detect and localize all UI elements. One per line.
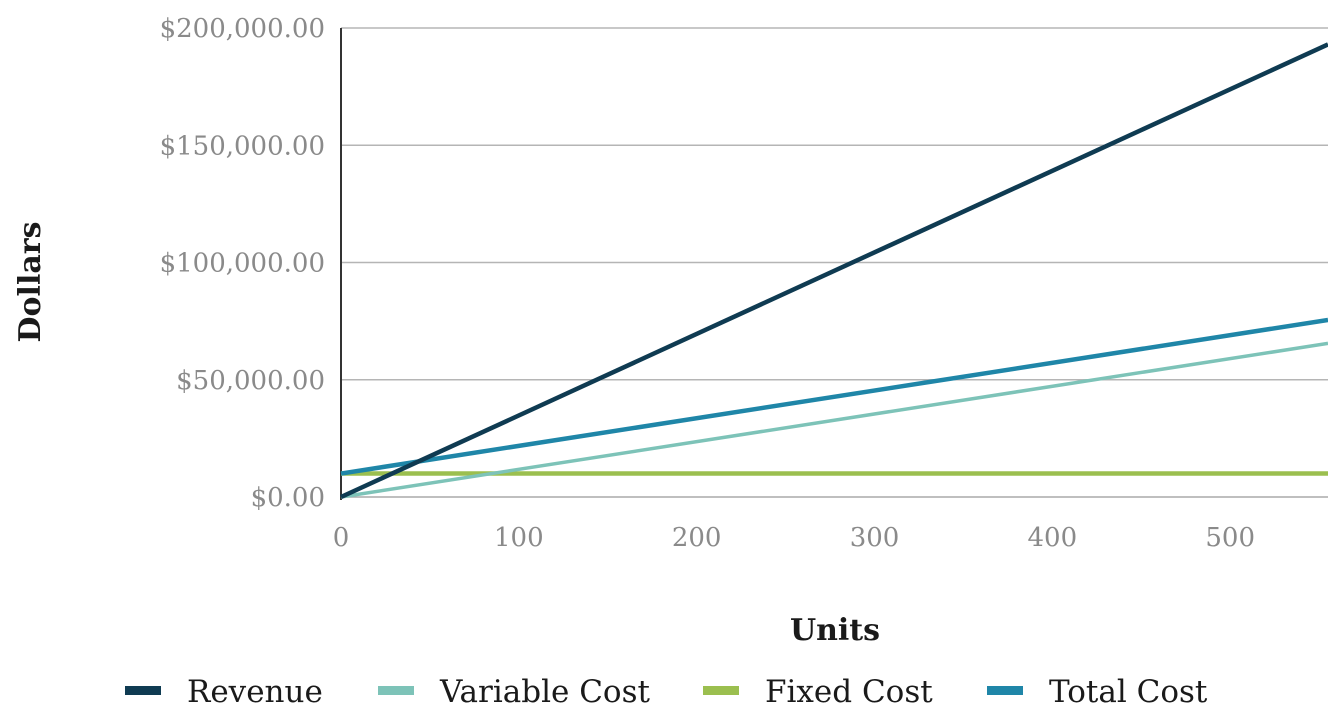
legend-swatch bbox=[987, 686, 1023, 695]
series-line-total-cost bbox=[340, 317, 1328, 476]
gridlines bbox=[341, 27, 1328, 498]
x-tick-label: 400 bbox=[1028, 523, 1078, 553]
series-lines bbox=[340, 42, 1328, 500]
legend-label: Revenue bbox=[187, 674, 323, 706]
x-tick-label: 100 bbox=[494, 523, 544, 553]
x-tick-label: 300 bbox=[850, 523, 900, 553]
y-tick-labels: $0.00 $50,000.00 $100,000.00 $150,000.00 $20… bbox=[160, 14, 325, 513]
legend-label: Total Cost bbox=[1049, 674, 1208, 706]
y-axis-title: Dollars bbox=[13, 222, 48, 343]
series-line-revenue bbox=[340, 42, 1328, 500]
x-tick-label: 200 bbox=[672, 523, 722, 553]
y-tick-label: $100,000.00 bbox=[160, 249, 325, 279]
legend-label: Fixed Cost bbox=[765, 674, 933, 706]
y-tick-label: $50,000.00 bbox=[176, 366, 325, 396]
series-line-variable-cost bbox=[340, 341, 1328, 499]
y-tick-label: $200,000.00 bbox=[160, 14, 325, 44]
legend-swatch bbox=[125, 686, 161, 695]
y-tick-label: $0.00 bbox=[251, 483, 325, 513]
legend-swatch bbox=[703, 686, 739, 695]
x-axis-title: Units bbox=[790, 613, 880, 648]
y-tick-label: $150,000.00 bbox=[160, 131, 325, 161]
legend-swatch bbox=[378, 686, 414, 695]
legend-label: Variable Cost bbox=[439, 674, 650, 706]
x-tick-labels: 0 100 200 300 400 500 bbox=[333, 523, 1255, 553]
legend: Revenue Variable Cost Fixed Cost Total Cost bbox=[125, 674, 1208, 706]
x-tick-label: 0 bbox=[333, 523, 350, 553]
x-tick-label: 500 bbox=[1205, 523, 1255, 553]
